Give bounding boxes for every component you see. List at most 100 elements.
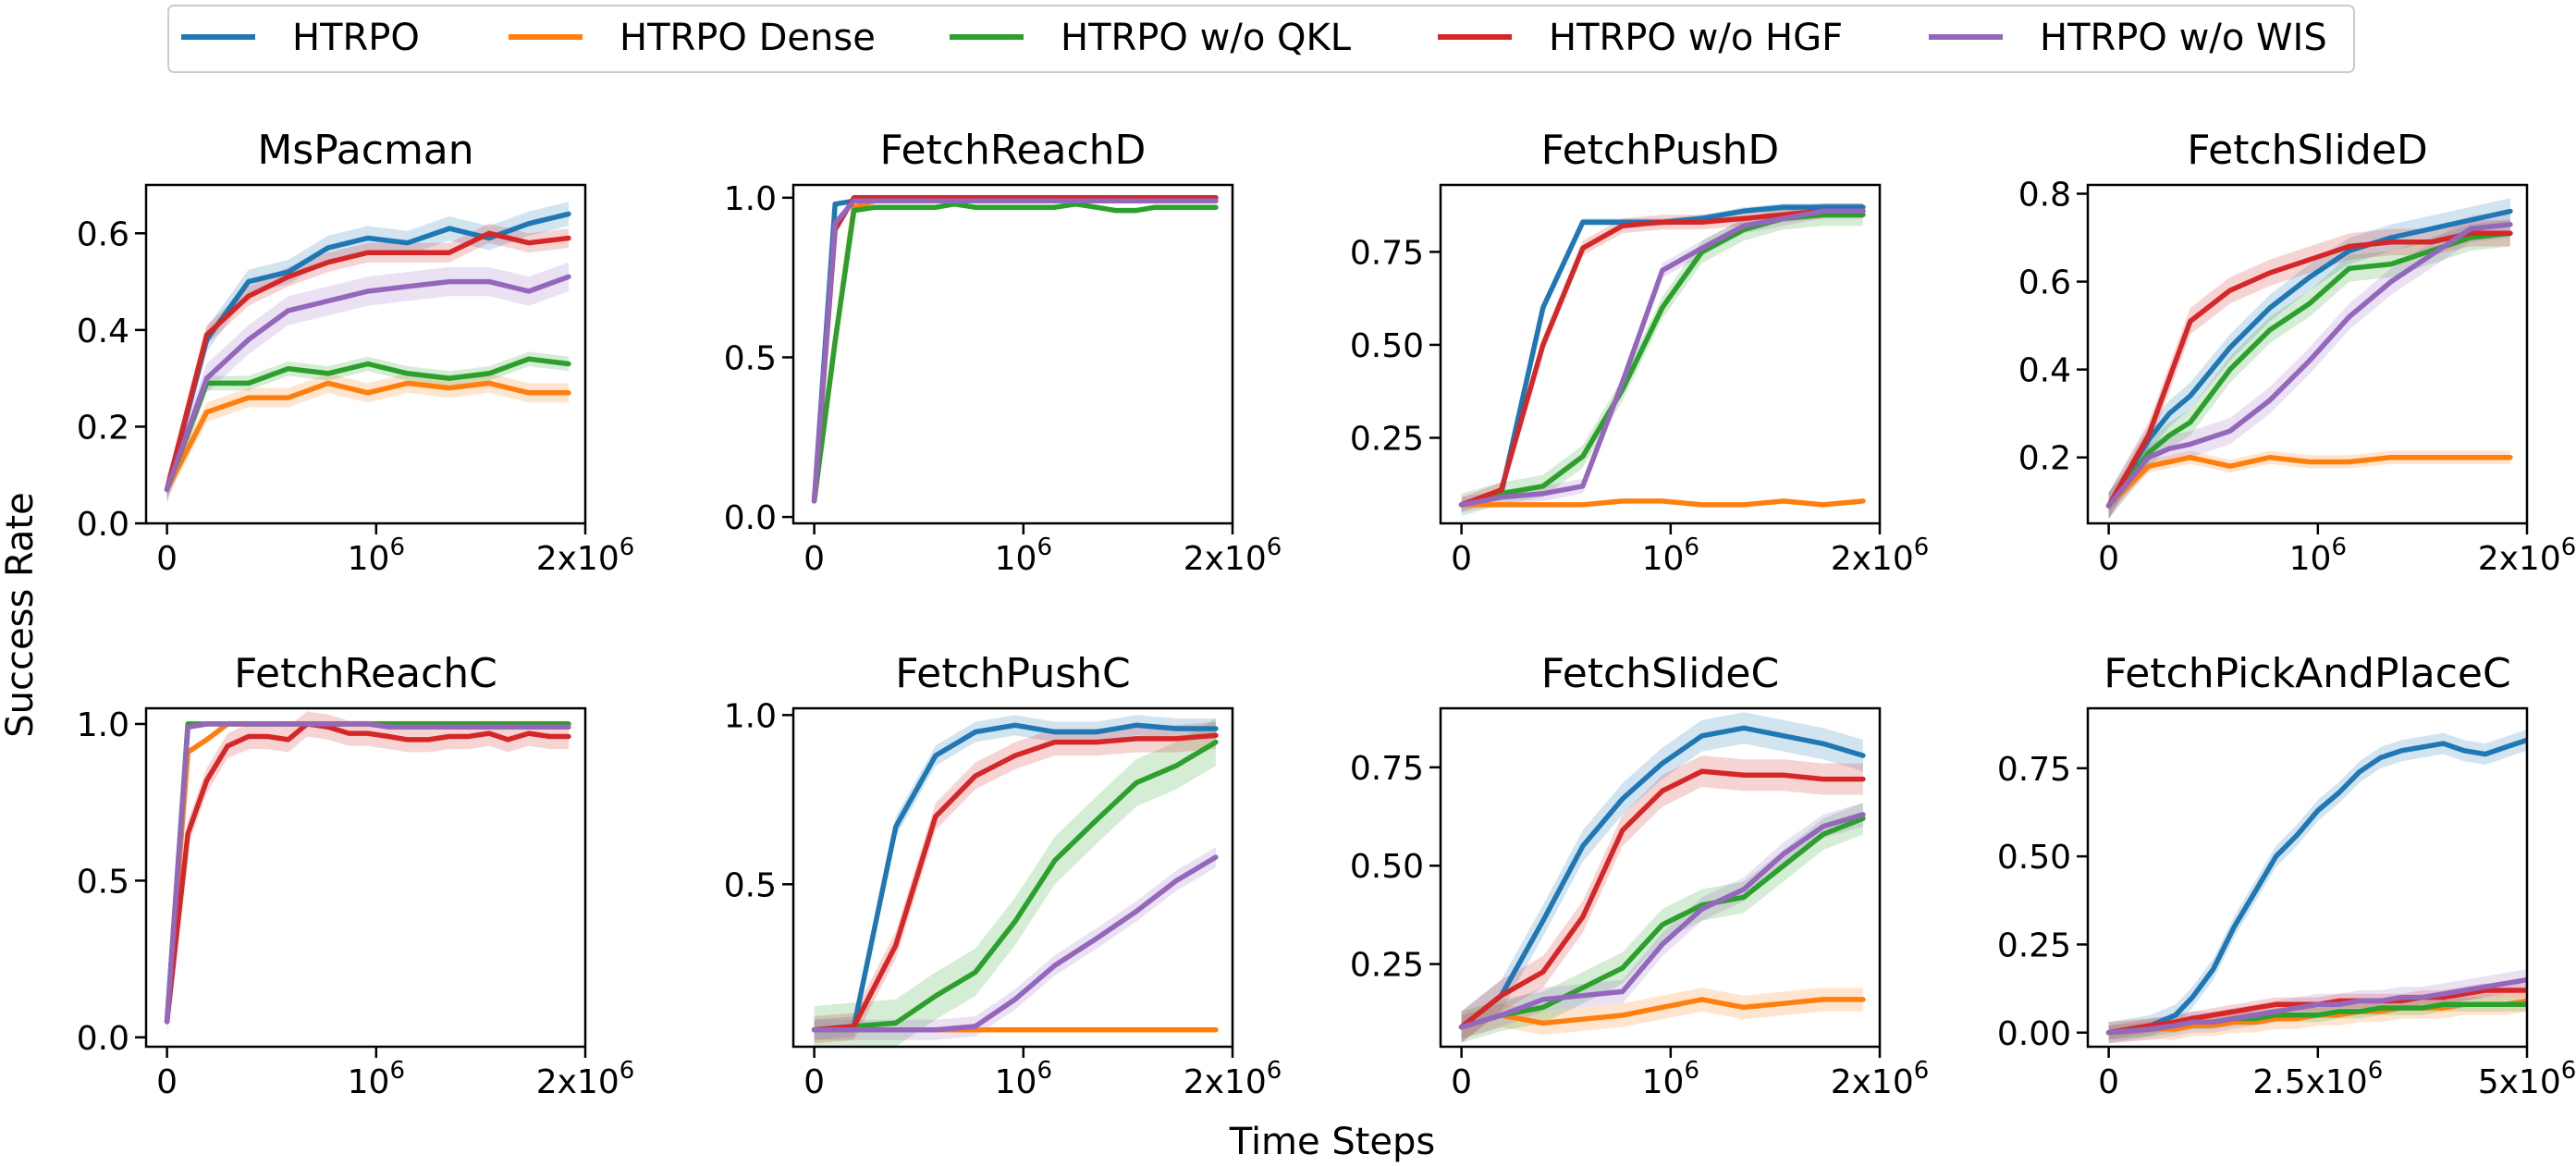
confidence-band [1461, 755, 1863, 1043]
tick-label: 106 [1642, 1057, 1699, 1101]
series-line-htrpo-w-o-wis [2105, 976, 2527, 1036]
series-line-htrpo-w-o-hgf [164, 230, 571, 493]
confidence-band [2108, 220, 2510, 520]
tick-label: 106 [2289, 534, 2347, 578]
series-line-htrpo-dense [164, 721, 571, 1025]
subplot-title: FetchReachD [880, 127, 1147, 174]
subplot-title: FetchPickAndPlaceC [2104, 650, 2510, 697]
series-line-htrpo-w-o-qkl [164, 721, 571, 1025]
axes-frame [791, 183, 1234, 525]
tick-label: 2x106 [1184, 534, 1282, 578]
tick-label: 0 [1451, 1063, 1472, 1101]
series-line-htrpo-w-o-hgf [2105, 230, 2513, 509]
series-line-htrpo [164, 211, 571, 493]
series-line-htrpo-w-o-hgf [1458, 768, 1866, 1030]
tick-label: 5x106 [2478, 1057, 2576, 1101]
subplot-fetchslidec: FetchSlideC 0 106 2x106 0.25 0.50 0.75 [1350, 650, 1929, 1101]
tick-label: 0 [803, 540, 825, 578]
tick-label: 0.2 [77, 409, 129, 447]
tick-label: 0.0 [77, 1020, 129, 1058]
tick-label: 1.0 [724, 697, 777, 735]
plot-area [811, 195, 1219, 504]
subplot-mspacman: MsPacman 0 106 2x106 0.0 0.2 0.4 0.6 [77, 127, 635, 578]
confidence-band [814, 199, 1216, 503]
confidence-band [166, 351, 569, 497]
tick-label: 0 [1451, 540, 1472, 578]
series-line-htrpo [2105, 737, 2527, 1036]
legend-entry: HTRPO [181, 17, 420, 59]
tick-label: 106 [348, 534, 405, 578]
series-line-htrpo-dense [811, 198, 1219, 504]
tick-label: 0.50 [1997, 839, 2071, 877]
confidence-band [814, 196, 1216, 503]
tick-label: 0.4 [77, 313, 129, 350]
tick-label: 2x106 [536, 534, 635, 578]
series-line-htrpo-w-o-hgf [1458, 208, 1866, 508]
series-line-htrpo-dense [1458, 997, 1866, 1030]
series-line-htrpo-w-o-hgf [811, 195, 1219, 504]
series-line-htrpo-w-o-wis [811, 854, 1219, 1033]
series-line-htrpo-w-o-qkl [811, 201, 1219, 504]
confidence-band [1461, 203, 1863, 512]
plot-area [1458, 203, 1866, 516]
subplot-title: FetchPushD [1541, 127, 1780, 174]
confidence-band [166, 720, 569, 1025]
tick-label: 2.5x106 [2252, 1057, 2383, 1101]
tick-label: 0 [2098, 540, 2119, 578]
tick-label: 2x106 [536, 1057, 635, 1101]
legend-entry: HTRPO w/o QKL [950, 17, 1352, 59]
subplot-fetchpickandplacec: FetchPickAndPlaceC 0 2.5x106 5x106 0.00 0.25 0… [1997, 650, 2576, 1101]
tick-label: 0.4 [2018, 352, 2071, 390]
tick-label: 0.8 [2018, 177, 2071, 215]
subplot-title: MsPacman [257, 127, 473, 174]
confidence-band [814, 199, 1216, 503]
series-line-htrpo-w-o-qkl [811, 739, 1219, 1033]
confidence-band [2108, 211, 2510, 520]
legend-label: HTRPO w/o HGF [1549, 17, 1843, 59]
series-line-htrpo-w-o-wis [2105, 222, 2513, 509]
tick-label: 0 [2098, 1063, 2119, 1101]
tick-label: 0.25 [1350, 947, 1424, 985]
tick-label: 0 [156, 540, 178, 578]
series-line-htrpo-w-o-wis [164, 721, 571, 1025]
subplot-title: FetchReachC [234, 650, 497, 697]
tick-label: 0.25 [1350, 420, 1424, 458]
legend-label: HTRPO Dense [619, 17, 876, 59]
tick-label: 0.75 [1350, 750, 1424, 788]
plot-area [164, 711, 571, 1035]
tick-label: 106 [995, 1057, 1052, 1101]
confidence-band [814, 202, 1216, 504]
series-line-htrpo-w-o-wis [1458, 208, 1866, 508]
series-line-htrpo [811, 195, 1219, 504]
tick-label: 0.75 [1997, 751, 2071, 789]
series-line-htrpo-dense [164, 380, 571, 493]
subplot-fetchreachc: FetchReachC 0 106 2x106 0.0 0.5 1.0 [77, 650, 635, 1101]
tick-label: 0.2 [2018, 440, 2071, 478]
tick-label: 0 [156, 1063, 178, 1101]
tick-label: 0.5 [77, 863, 129, 901]
axes-frame [144, 706, 587, 1049]
tick-label: 2x106 [1831, 1057, 1930, 1101]
confidence-band [2108, 450, 2510, 513]
tick-label: 0.50 [1350, 327, 1424, 365]
tick-label: 0.6 [77, 215, 129, 253]
series-line-htrpo-w-o-wis [164, 274, 571, 493]
tick-label: 0.5 [724, 339, 777, 377]
tick-label: 106 [995, 534, 1052, 578]
axes-frame [144, 183, 587, 525]
legend: HTRPO HTRPO Dense HTRPO w/o QKL HTRPO w/o H… [167, 5, 2355, 73]
plot-area [2105, 198, 2513, 520]
plot-area [164, 202, 571, 505]
confidence-band [166, 722, 569, 1024]
tick-label: 1.0 [77, 706, 129, 744]
confidence-band [2108, 220, 2510, 520]
confidence-band [1461, 203, 1863, 509]
confidence-band [814, 196, 1216, 503]
tick-label: 0.6 [2018, 264, 2071, 302]
legend-entry: HTRPO w/o WIS [1929, 17, 2327, 59]
plot-area [2105, 729, 2527, 1044]
tick-label: 2x106 [1184, 1057, 1282, 1101]
series-line-htrpo-w-o-qkl [164, 356, 571, 493]
series-line-htrpo [1458, 204, 1866, 508]
